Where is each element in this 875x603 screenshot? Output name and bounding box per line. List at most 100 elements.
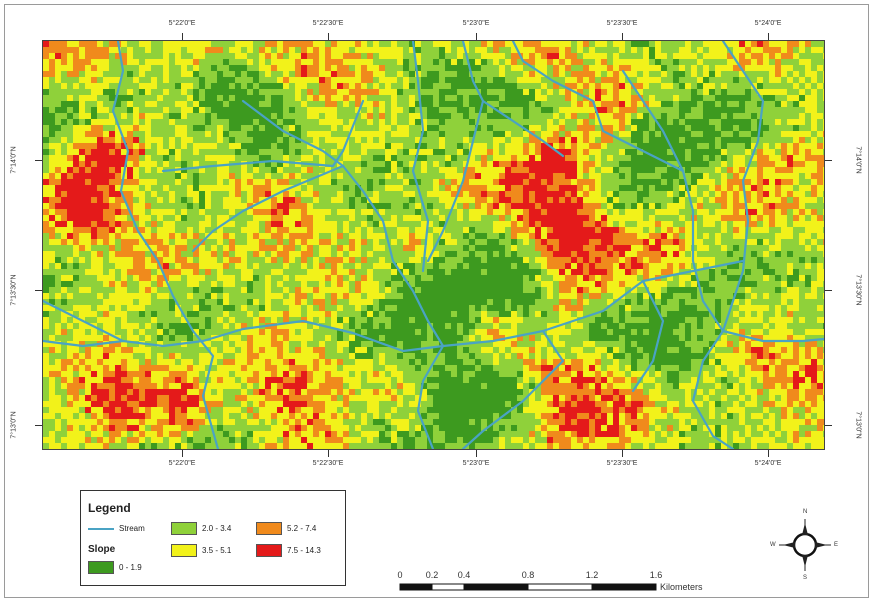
slope-cell <box>577 161 584 168</box>
slope-cell <box>157 245 164 252</box>
slope-cell <box>133 251 140 258</box>
slope-cell <box>229 257 236 264</box>
slope-cell <box>757 89 764 96</box>
slope-cell <box>127 125 134 132</box>
slope-cell <box>313 149 320 156</box>
slope-cell <box>553 59 560 66</box>
slope-cell <box>55 191 62 198</box>
slope-cell <box>73 137 80 144</box>
slope-cell <box>673 227 680 234</box>
slope-cell <box>481 119 488 126</box>
slope-cell <box>283 101 290 108</box>
slope-cell <box>613 227 620 234</box>
slope-cell <box>439 263 446 270</box>
slope-cell <box>637 197 644 204</box>
slope-cell <box>661 233 668 240</box>
slope-cell <box>757 47 764 54</box>
slope-cell <box>151 239 158 246</box>
slope-cell <box>217 239 224 246</box>
slope-cell <box>295 167 302 174</box>
slope-cell <box>385 191 392 198</box>
slope-cell <box>613 185 620 192</box>
slope-cell <box>763 167 770 174</box>
slope-cell <box>823 239 824 246</box>
slope-cell <box>661 71 668 78</box>
slope-cell <box>355 251 362 258</box>
slope-cell <box>337 113 344 120</box>
slope-cell <box>217 191 224 198</box>
slope-cell <box>343 83 350 90</box>
slope-cell <box>331 59 338 66</box>
slope-cell <box>649 215 656 222</box>
slope-cell <box>691 191 698 198</box>
slope-cell <box>61 227 68 234</box>
slope-cell <box>667 197 674 204</box>
slope-cell <box>415 221 422 228</box>
slope-cell <box>271 245 278 252</box>
slope-cell <box>811 197 818 204</box>
slope-cell <box>253 203 260 210</box>
slope-cell <box>547 155 554 162</box>
slope-cell <box>271 227 278 234</box>
slope-cell <box>667 245 674 252</box>
slope-cell <box>793 227 800 234</box>
slope-cell <box>679 251 686 258</box>
slope-cell <box>313 191 320 198</box>
slope-cell <box>121 95 128 102</box>
slope-cell <box>259 59 266 66</box>
slope-cell <box>373 251 380 258</box>
slope-cell <box>781 209 788 216</box>
slope-cell <box>511 233 518 240</box>
slope-cell <box>469 191 476 198</box>
slope-cell <box>247 161 254 168</box>
slope-cell <box>247 53 254 60</box>
slope-cell <box>691 257 698 264</box>
slope-cell <box>181 119 188 126</box>
slope-cell <box>685 95 692 102</box>
slope-cell <box>373 191 380 198</box>
slope-cell <box>589 161 596 168</box>
slope-cell <box>715 149 722 156</box>
slope-cell <box>703 59 710 66</box>
slope-cell <box>727 149 734 156</box>
slope-cell <box>535 119 542 126</box>
slope-cell <box>313 143 320 150</box>
slope-cell <box>547 83 554 90</box>
slope-cell <box>517 89 524 96</box>
slope-cell <box>259 257 266 264</box>
slope-cell <box>523 125 530 132</box>
slope-cell <box>799 65 806 72</box>
slope-cell <box>451 119 458 126</box>
slope-cell <box>49 185 56 192</box>
slope-cell <box>451 95 458 102</box>
slope-cell <box>133 239 140 246</box>
slope-cell <box>535 89 542 96</box>
slope-cell <box>457 155 464 162</box>
slope-cell <box>331 179 338 186</box>
slope-cell <box>379 83 386 90</box>
slope-cell <box>715 77 722 84</box>
slope-cell <box>805 65 812 72</box>
slope-cell <box>181 137 188 144</box>
slope-cell <box>313 197 320 204</box>
slope-cell <box>211 83 218 90</box>
slope-cell <box>199 65 206 72</box>
slope-cell <box>379 173 386 180</box>
slope-cell <box>175 197 182 204</box>
slope-cell <box>595 239 602 246</box>
slope-cell <box>373 185 380 192</box>
slope-map[interactable] <box>42 40 825 450</box>
slope-cell <box>751 257 758 264</box>
slope-cell <box>799 41 806 48</box>
slope-cell <box>295 83 302 90</box>
slope-cell <box>97 203 104 210</box>
slope-cell <box>685 119 692 126</box>
slope-cell <box>349 203 356 210</box>
slope-cell <box>247 149 254 156</box>
slope-cell <box>703 119 710 126</box>
slope-cell <box>781 41 788 48</box>
slope-cell <box>103 143 110 150</box>
slope-cell <box>457 47 464 54</box>
slope-cell <box>97 47 104 54</box>
slope-cell <box>547 233 554 240</box>
